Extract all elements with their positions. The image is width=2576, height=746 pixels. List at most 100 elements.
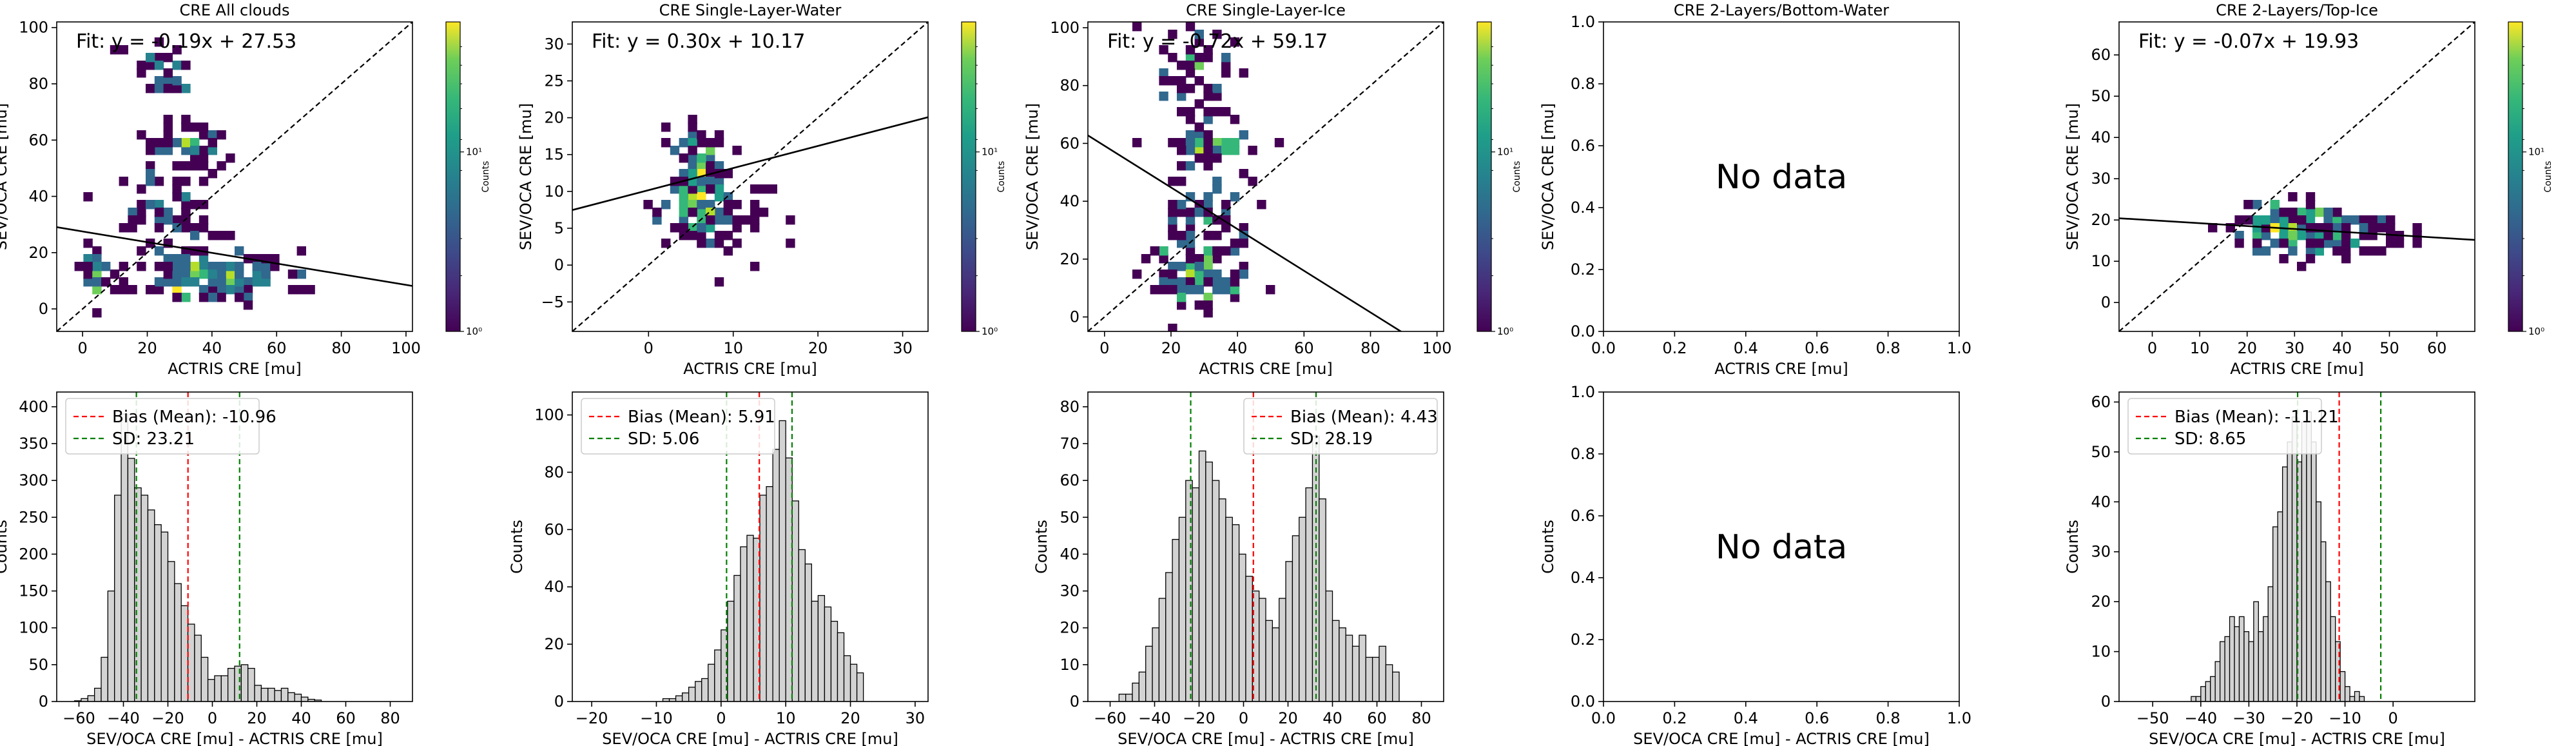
- histogram-bar: [200, 656, 209, 702]
- heatmap-cell: [1194, 300, 1204, 310]
- heatmap-cell: [2323, 215, 2333, 225]
- histogram-bar: [294, 693, 302, 702]
- heatmap-cell: [1194, 37, 1204, 47]
- histogram-bar: [1138, 671, 1147, 702]
- heatmap-cell: [2279, 254, 2289, 264]
- heatmap-cell: [1221, 68, 1231, 78]
- heatmap-cell: [83, 239, 93, 248]
- heatmap-cell: [119, 285, 128, 295]
- heatmap-cell: [688, 130, 697, 140]
- heatmap-cell: [1168, 231, 1177, 240]
- histogram-bar: [1379, 645, 1386, 702]
- heatmap-cell: [1212, 254, 1222, 264]
- colorbar-label: Counts: [481, 161, 491, 193]
- heatmap-cell: [1194, 123, 1204, 132]
- heatmap-cell: [181, 270, 191, 279]
- y-tick-label: 40: [1060, 545, 1080, 563]
- heatmap-cell: [1230, 192, 1240, 202]
- heatmap-cell: [688, 231, 697, 240]
- one-to-one-line: [57, 22, 412, 331]
- heatmap-cell: [226, 153, 235, 163]
- heatmap-cell: [146, 84, 155, 93]
- heatmap-cell: [679, 169, 688, 179]
- heatmap-cell: [661, 239, 671, 248]
- heatmap-cell: [714, 138, 724, 148]
- histogram-bar: [87, 695, 95, 702]
- x-tick-label: −60: [63, 709, 95, 727]
- fit-line: [2119, 217, 2475, 241]
- x-tick-label: −40: [107, 709, 140, 727]
- heatmap-cell: [1203, 300, 1213, 310]
- heatmap-cell: [287, 270, 298, 279]
- heatmap-cell: [1177, 84, 1186, 93]
- heatmap-cell: [154, 208, 164, 217]
- histogram-bar: [1118, 693, 1127, 702]
- heatmap-cell: [697, 184, 706, 194]
- heatmap-cell: [83, 254, 93, 264]
- heatmap-cell: [163, 254, 173, 264]
- heatmap-cell: [1194, 208, 1204, 217]
- x-tick-label: 0: [208, 709, 217, 727]
- x-tick-label: 80: [1361, 339, 1380, 357]
- x-tick-label: 60: [1367, 709, 1387, 727]
- x-tick-label: 0: [716, 709, 726, 727]
- heatmap-cell: [1185, 115, 1196, 124]
- legend-box: [581, 398, 775, 455]
- colorbar-tick-label: 10⁰: [982, 326, 998, 337]
- histogram-bar: [247, 667, 255, 702]
- heatmap-cell: [181, 262, 191, 271]
- heatmap-cell: [1239, 130, 1248, 140]
- histogram-bar: [817, 594, 826, 702]
- heatmap-cell: [163, 215, 173, 225]
- colorbar-label: Counts: [996, 161, 1007, 193]
- heatmap-cell: [1212, 30, 1222, 39]
- heatmap-cell: [181, 215, 191, 225]
- heatmap-cell: [697, 223, 706, 233]
- histogram-bar: [214, 675, 222, 702]
- histogram-bar: [2234, 626, 2240, 702]
- histogram-bar: [1198, 450, 1206, 702]
- heatmap-cell: [217, 277, 226, 287]
- panel-3: Fit: y = -0.72x + 59.17 0 20 40 60 80 100 0 20 40…: [1023, 1, 1522, 378]
- heatmap-cell: [208, 146, 217, 155]
- histogram-bar: [180, 605, 189, 702]
- heatmap-cell: [261, 262, 271, 271]
- legend-box: [1243, 398, 1438, 455]
- heatmap-cell: [1177, 293, 1186, 302]
- fit-equation: Fit: y = 0.30x + 10.17: [592, 30, 805, 53]
- histogram-bar: [843, 655, 851, 702]
- histogram-bar: [220, 675, 229, 702]
- x-tick-label: 0.8: [1876, 709, 1901, 727]
- y-axis-label: Counts: [2064, 520, 2082, 574]
- heatmap-cell: [1185, 215, 1196, 225]
- heatmap-cell: [1221, 285, 1231, 295]
- heatmap-cell: [2305, 223, 2316, 233]
- y-tick-label: 0: [39, 300, 48, 318]
- heatmap-cell: [1185, 45, 1196, 55]
- heatmap-cell: [92, 308, 102, 318]
- y-tick-label: 0.2: [1571, 631, 1595, 649]
- y-axis-label: SEV/OCA CRE [mu]: [517, 103, 535, 250]
- heatmap-cell: [146, 177, 155, 186]
- heatmap-cell: [723, 231, 733, 240]
- heatmap-cell: [110, 285, 120, 295]
- heatmap-cell: [2279, 239, 2289, 248]
- heatmap-cell: [226, 231, 235, 240]
- heatmap-cell: [199, 262, 209, 271]
- heatmap-cell: [172, 76, 182, 86]
- heatmap-cell: [101, 277, 111, 287]
- heatmap-cell: [74, 262, 84, 271]
- legend-box: [2127, 398, 2322, 455]
- heatmap-cell: [208, 130, 217, 140]
- legend-label: Bias (Mean): 4.43: [1290, 407, 1438, 427]
- heatmap-cell: [1185, 285, 1196, 295]
- fit-line: [57, 226, 412, 287]
- heatmap-cell: [199, 130, 209, 140]
- heatmap-cell: [154, 76, 164, 86]
- y-tick-label: 40: [2091, 128, 2111, 146]
- heatmap-cell: [1168, 208, 1177, 217]
- heatmap-cell: [1185, 107, 1196, 117]
- histogram-bar: [727, 600, 735, 702]
- heatmap-cell: [154, 215, 164, 225]
- y-tick-label: 30: [2091, 170, 2111, 188]
